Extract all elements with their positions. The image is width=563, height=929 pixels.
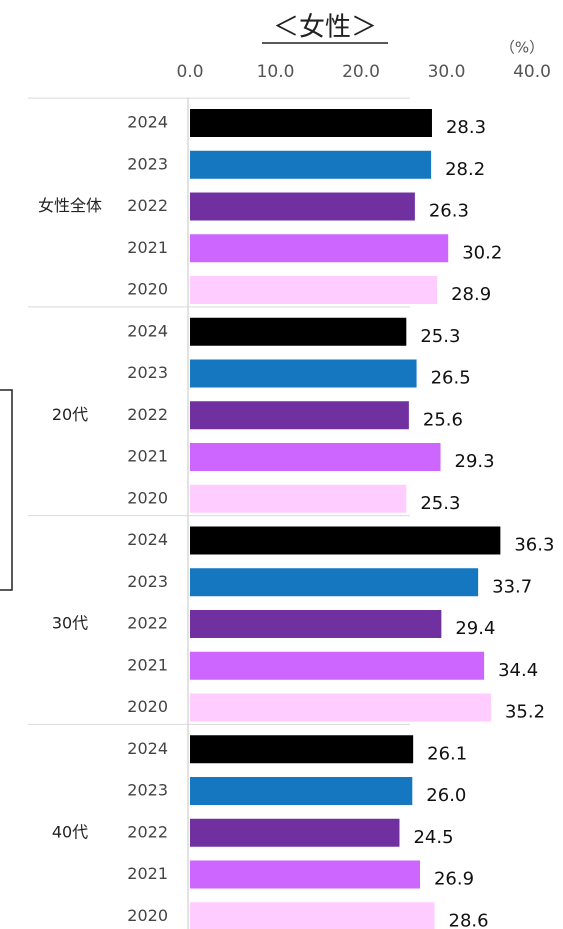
value-label: 30.2 — [462, 242, 502, 263]
bar — [190, 818, 400, 847]
bar — [190, 860, 420, 889]
chart-title: ＜女性＞ — [273, 13, 377, 43]
x-tick-label: 40.0 — [513, 62, 551, 82]
bar — [190, 359, 417, 388]
bar — [190, 526, 501, 555]
value-label: 26.1 — [427, 743, 467, 764]
year-label: 2022 — [127, 614, 168, 633]
bar — [190, 610, 442, 638]
year-label: 2021 — [127, 655, 168, 674]
year-label: 2022 — [127, 405, 168, 424]
bar — [190, 693, 491, 722]
value-label: 29.3 — [455, 451, 495, 472]
year-label: 2021 — [127, 864, 168, 883]
value-label: 28.3 — [446, 117, 486, 138]
year-label: 2024 — [127, 321, 168, 340]
value-label: 25.3 — [420, 326, 460, 347]
value-label: 25.6 — [423, 409, 463, 430]
year-label: 2023 — [127, 572, 168, 591]
bar — [190, 234, 449, 263]
bar — [190, 317, 407, 346]
value-label: 33.7 — [492, 576, 532, 597]
bar — [190, 276, 438, 304]
year-label: 2023 — [127, 363, 168, 382]
value-label: 26.5 — [431, 368, 471, 389]
value-label: 28.6 — [449, 910, 489, 929]
bar — [190, 192, 415, 221]
year-label: 2024 — [127, 530, 168, 549]
bar — [190, 150, 432, 179]
year-label: 2024 — [127, 739, 168, 758]
value-label: 24.5 — [413, 827, 453, 848]
value-label: 34.4 — [498, 660, 538, 681]
value-label: 26.9 — [434, 869, 474, 890]
year-label: 2020 — [127, 280, 168, 299]
group-label: 20代 — [52, 405, 88, 424]
x-tick-label: 20.0 — [342, 62, 380, 82]
year-label: 2024 — [127, 113, 168, 132]
bar — [190, 902, 435, 929]
year-label: 2021 — [127, 238, 168, 257]
bar — [190, 568, 479, 597]
bar — [190, 109, 432, 137]
bar — [190, 735, 414, 764]
bar — [190, 484, 407, 513]
value-label: 36.3 — [514, 535, 554, 556]
x-tick-label: 0.0 — [176, 62, 203, 82]
x-tick-label: 10.0 — [257, 62, 295, 82]
value-label: 29.4 — [455, 618, 495, 639]
value-label: 28.9 — [451, 284, 491, 305]
bar — [190, 777, 413, 805]
bar — [190, 401, 409, 430]
year-label: 2023 — [127, 154, 168, 173]
group-label: 女性全体 — [38, 196, 102, 215]
bar — [190, 443, 441, 471]
year-label: 2020 — [127, 906, 168, 925]
value-label: 25.3 — [420, 493, 460, 514]
value-label: 35.2 — [505, 702, 545, 723]
year-label: 2021 — [127, 447, 168, 466]
year-label: 2020 — [127, 697, 168, 716]
bracket — [0, 389, 13, 591]
x-tick-label: 30.0 — [428, 62, 466, 82]
year-label: 2022 — [127, 196, 168, 215]
bar — [190, 651, 485, 680]
group-label: 30代 — [52, 614, 88, 633]
value-label: 26.3 — [429, 201, 469, 222]
value-label: 28.2 — [445, 159, 485, 180]
year-label: 2023 — [127, 781, 168, 800]
year-label: 2020 — [127, 488, 168, 507]
year-label: 2022 — [127, 822, 168, 841]
value-label: 26.0 — [426, 785, 466, 806]
unit-label: （%） — [500, 39, 544, 57]
group-label: 40代 — [52, 822, 88, 841]
